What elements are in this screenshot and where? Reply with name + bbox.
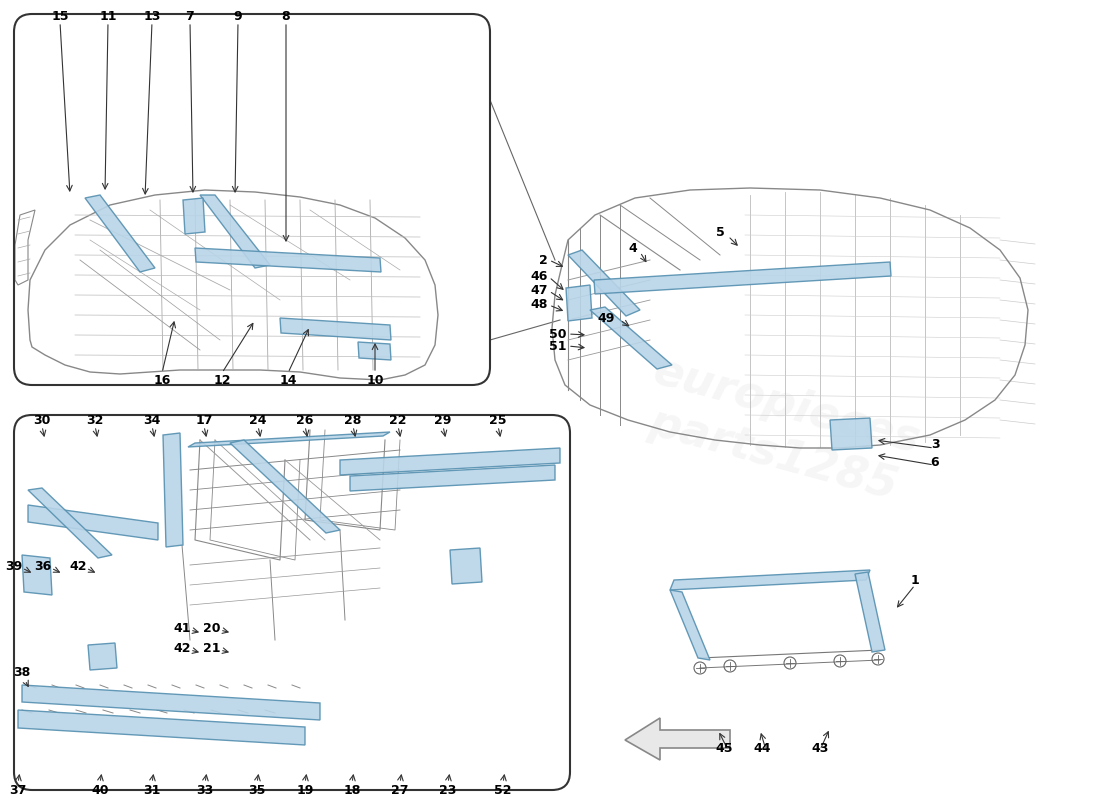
Text: 36: 36 — [34, 559, 52, 573]
Text: 4: 4 — [628, 242, 637, 254]
Text: 49: 49 — [597, 311, 615, 325]
Text: 6: 6 — [931, 455, 939, 469]
Text: 26: 26 — [296, 414, 314, 426]
Text: 32: 32 — [86, 414, 103, 426]
Polygon shape — [594, 262, 891, 294]
Text: 42: 42 — [174, 642, 190, 654]
Text: 48: 48 — [530, 298, 548, 311]
Polygon shape — [85, 195, 155, 272]
Text: 19: 19 — [296, 785, 314, 798]
Text: 15: 15 — [52, 10, 68, 22]
Text: 18: 18 — [343, 785, 361, 798]
Text: 17: 17 — [196, 414, 212, 426]
Text: 44: 44 — [754, 742, 771, 754]
Polygon shape — [28, 505, 158, 540]
Text: 23: 23 — [439, 785, 456, 798]
Text: 13: 13 — [143, 10, 161, 22]
Polygon shape — [568, 250, 640, 316]
Polygon shape — [88, 643, 117, 670]
Polygon shape — [22, 685, 320, 720]
Polygon shape — [188, 432, 390, 447]
Text: 39: 39 — [6, 559, 23, 573]
Polygon shape — [358, 342, 390, 360]
Text: 8: 8 — [282, 10, 290, 22]
Polygon shape — [625, 718, 730, 760]
Polygon shape — [450, 548, 482, 584]
Polygon shape — [340, 448, 560, 475]
Text: 31: 31 — [143, 785, 161, 798]
Text: 2: 2 — [539, 254, 548, 266]
Polygon shape — [855, 572, 886, 652]
Text: 28: 28 — [344, 414, 362, 426]
Polygon shape — [22, 555, 52, 595]
Text: 3: 3 — [931, 438, 939, 451]
Text: 41: 41 — [174, 622, 190, 634]
Polygon shape — [163, 433, 183, 547]
Text: 35: 35 — [249, 785, 266, 798]
Text: 16: 16 — [153, 374, 170, 387]
Polygon shape — [28, 488, 112, 558]
Polygon shape — [280, 318, 390, 340]
Text: 50: 50 — [549, 327, 566, 341]
Polygon shape — [350, 465, 556, 491]
Polygon shape — [566, 285, 592, 321]
Text: 24: 24 — [250, 414, 266, 426]
Text: 25: 25 — [490, 414, 507, 426]
Text: 47: 47 — [530, 285, 548, 298]
Text: 11: 11 — [99, 10, 117, 22]
Text: 1: 1 — [911, 574, 920, 586]
Text: 42: 42 — [69, 559, 87, 573]
Text: 52: 52 — [494, 785, 512, 798]
Polygon shape — [590, 307, 672, 369]
Text: 37: 37 — [9, 785, 26, 798]
Text: 51: 51 — [549, 339, 566, 353]
Polygon shape — [670, 590, 710, 660]
Text: 14: 14 — [279, 374, 297, 387]
Text: 46: 46 — [530, 270, 548, 283]
Polygon shape — [18, 710, 305, 745]
Text: 22: 22 — [389, 414, 407, 426]
Polygon shape — [670, 570, 870, 590]
Text: 20: 20 — [204, 622, 221, 634]
Text: 7: 7 — [186, 10, 195, 22]
Text: 12: 12 — [213, 374, 231, 387]
Text: 9: 9 — [233, 10, 242, 22]
Text: 45: 45 — [715, 742, 733, 754]
Text: 30: 30 — [33, 414, 51, 426]
Polygon shape — [230, 440, 340, 533]
Text: 38: 38 — [13, 666, 31, 678]
Polygon shape — [195, 248, 381, 272]
Text: europieces
parts1285: europieces parts1285 — [636, 350, 925, 510]
Polygon shape — [200, 195, 270, 268]
Text: 34: 34 — [143, 414, 161, 426]
Text: 33: 33 — [197, 785, 213, 798]
Text: 40: 40 — [91, 785, 109, 798]
Polygon shape — [183, 198, 205, 234]
Text: 27: 27 — [392, 785, 409, 798]
Text: 43: 43 — [812, 742, 828, 754]
Polygon shape — [830, 418, 872, 450]
Text: 10: 10 — [366, 374, 384, 387]
Text: 5: 5 — [716, 226, 725, 238]
Text: 29: 29 — [434, 414, 452, 426]
Text: 21: 21 — [204, 642, 221, 654]
